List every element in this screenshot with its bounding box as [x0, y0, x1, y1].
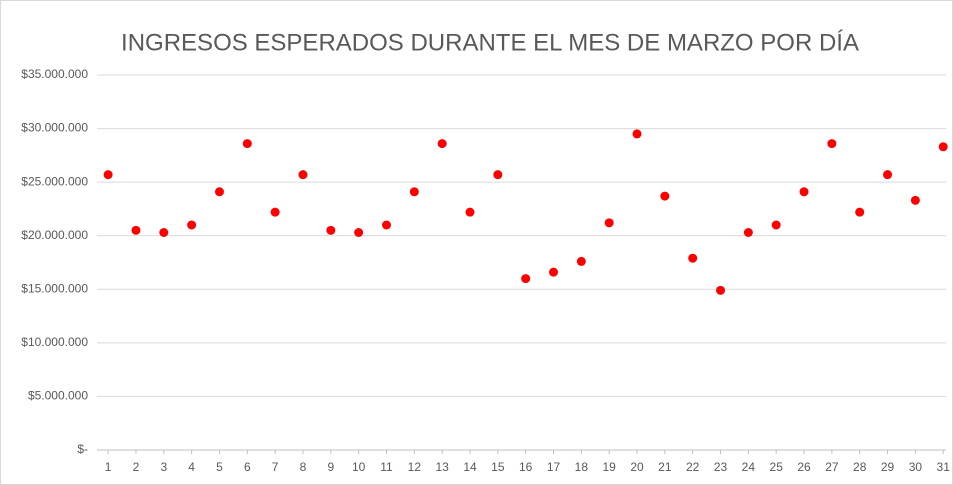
y-tick-label: $- — [77, 442, 88, 456]
x-tick-label: 2 — [133, 460, 140, 474]
x-tick-label: 10 — [352, 460, 366, 474]
point — [549, 267, 559, 277]
y-tick-label: $15.000.000 — [21, 281, 88, 295]
point — [381, 220, 391, 230]
x-tick-label: 24 — [742, 460, 756, 474]
x-tick-label: 16 — [519, 460, 533, 474]
y-tick-label: $10.000.000 — [21, 335, 88, 349]
x-tick-label: 5 — [216, 460, 223, 474]
y-tick-label: $20.000.000 — [21, 228, 88, 242]
point — [910, 195, 920, 205]
point — [938, 142, 948, 152]
x-tick-label: 20 — [630, 460, 644, 474]
point — [604, 218, 614, 228]
x-tick-label: 17 — [547, 460, 561, 474]
point — [214, 187, 224, 197]
point — [187, 220, 197, 230]
point — [298, 170, 308, 180]
x-tick-label: 11 — [380, 460, 393, 474]
point — [521, 274, 531, 284]
point — [883, 170, 893, 180]
x-tick-label: 7 — [272, 460, 279, 474]
x-tick-label: 22 — [686, 460, 700, 474]
x-tick-label: 14 — [463, 460, 477, 474]
point — [437, 139, 447, 149]
x-tick-label: 27 — [825, 460, 839, 474]
point — [771, 220, 781, 230]
point — [242, 139, 252, 149]
y-tick-label: $35.000.000 — [21, 67, 88, 81]
point — [270, 207, 280, 217]
point — [103, 170, 113, 180]
x-tick-label: 12 — [408, 460, 422, 474]
point — [855, 207, 865, 217]
point — [632, 129, 642, 139]
x-tick-label: 6 — [244, 460, 251, 474]
x-tick-label: 26 — [797, 460, 811, 474]
x-tick-label: 19 — [603, 460, 617, 474]
x-tick-label: 30 — [909, 460, 923, 474]
point — [326, 225, 336, 235]
x-tick-label: 3 — [160, 460, 167, 474]
point — [159, 228, 169, 237]
point — [799, 187, 809, 197]
point — [409, 187, 419, 197]
point — [743, 228, 753, 237]
point — [660, 191, 670, 201]
point — [576, 256, 586, 266]
y-tick-label: $25.000.000 — [21, 174, 88, 188]
point — [827, 139, 837, 149]
x-tick-label: 28 — [853, 460, 867, 474]
point — [131, 225, 141, 235]
x-tick-label: 21 — [658, 460, 672, 474]
x-tick-label: 29 — [881, 460, 895, 474]
x-tick-label: 18 — [575, 460, 589, 474]
x-tick-label: 9 — [327, 460, 334, 474]
x-tick-label: 1 — [105, 460, 112, 474]
y-tick-label: $5.000.000 — [28, 389, 88, 403]
x-tick-label: 31 — [937, 460, 951, 474]
x-tick-label: 4 — [188, 460, 195, 474]
x-tick-label: 23 — [714, 460, 728, 474]
chart-title: INGRESOS ESPERADOS DURANTE EL MES DE MAR… — [121, 29, 859, 56]
point — [465, 207, 475, 217]
y-tick-label: $30.000.000 — [21, 121, 88, 135]
x-tick-label: 15 — [491, 460, 505, 474]
x-tick-label: 8 — [300, 460, 307, 474]
x-tick-label: 13 — [435, 460, 449, 474]
point — [716, 285, 726, 295]
point — [354, 228, 364, 237]
point — [688, 253, 698, 263]
point — [493, 170, 503, 180]
x-tick-label: 25 — [770, 460, 784, 474]
